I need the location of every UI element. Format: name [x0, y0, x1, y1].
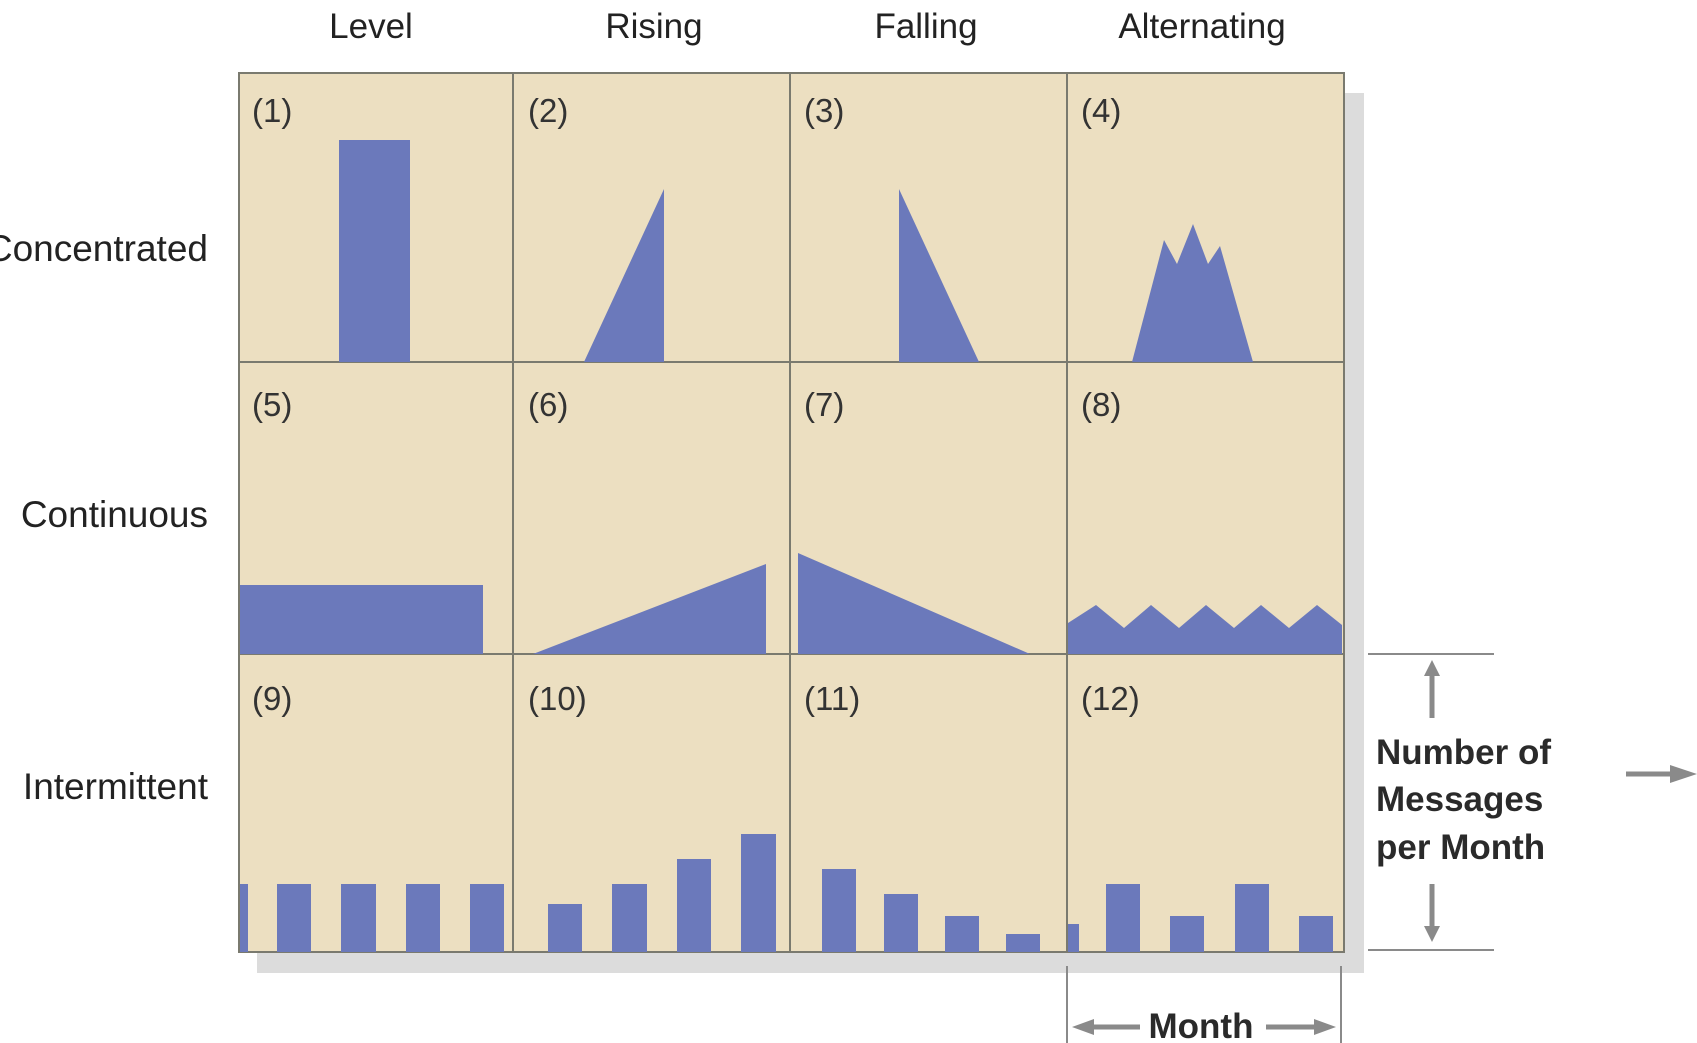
continuous-alternating-zigzag [1068, 605, 1342, 654]
concentrated-rising-triangle [584, 189, 664, 362]
intermittent-rising-bar [612, 884, 647, 952]
intermittent-level-bar [277, 884, 311, 952]
column-header-rising: Rising [605, 7, 702, 46]
x-axis-label: Month [1149, 1007, 1254, 1043]
edge-right-arrow [1626, 765, 1697, 783]
arrow-left-icon [1072, 1019, 1094, 1035]
row-header-intermittent: Intermittent [23, 766, 209, 807]
arrow-down-icon [1424, 926, 1440, 942]
cell-label-12: (12) [1081, 680, 1140, 717]
cell-label-11: (11) [804, 680, 860, 717]
concentrated-alternating-peaks [1132, 224, 1253, 362]
continuous-level-band [240, 585, 483, 654]
intermittent-level-bar [341, 884, 376, 952]
row-header-concentrated: Concentrated [0, 228, 208, 269]
intermittent-alternating-bar [1106, 884, 1140, 952]
x-axis-indicator: Month [1066, 966, 1342, 1043]
cell-label-6: (6) [528, 386, 568, 423]
concentrated-falling-triangle [899, 189, 979, 362]
cell-label-4: (4) [1081, 92, 1121, 129]
intermittent-level-bar [470, 884, 504, 952]
intermittent-falling-bar [1006, 934, 1040, 952]
y-axis-label-line2: Messages [1376, 780, 1543, 819]
cell-label-9: (9) [252, 680, 292, 717]
continuous-rising-wedge [533, 564, 766, 654]
intermittent-rising-bar [548, 904, 582, 952]
cell-label-3: (3) [804, 92, 844, 129]
y-axis-label-line3: per Month [1376, 828, 1545, 867]
y-axis-indicator: Number of Messages per Month [1368, 653, 1551, 951]
concentrated-level-block [339, 140, 410, 362]
intermittent-alternating-bar [1235, 884, 1269, 952]
intermittent-falling-bar [884, 894, 918, 952]
intermittent-falling-bar [945, 916, 979, 952]
column-header-alternating: Alternating [1118, 7, 1285, 46]
intermittent-rising-bar [677, 859, 711, 952]
intermittent-alternating-bar [1299, 916, 1333, 952]
column-header-falling: Falling [874, 7, 977, 46]
y-axis-label-line1: Number of [1376, 733, 1551, 772]
arrow-up-icon [1424, 660, 1440, 676]
arrow-right-icon [1670, 765, 1697, 783]
cell-label-8: (8) [1081, 386, 1121, 423]
intermittent-alternating-bar [1170, 916, 1204, 952]
intermittent-level-bar [406, 884, 440, 952]
intermittent-falling-bar [822, 869, 856, 952]
intermittent-alternating-bar [1068, 924, 1079, 952]
row-header-continuous: Continuous [21, 494, 208, 535]
arrow-right-icon [1314, 1019, 1336, 1035]
cell-8 [1066, 361, 1345, 655]
cell-label-7: (7) [804, 386, 844, 423]
cell-label-5: (5) [252, 386, 292, 423]
cell-label-10: (10) [528, 680, 587, 717]
cell-label-2: (2) [528, 92, 568, 129]
intermittent-level-bar [240, 884, 248, 952]
continuous-falling-wedge [798, 553, 1030, 654]
intermittent-rising-bar [741, 834, 776, 952]
cell-label-1: (1) [252, 92, 292, 129]
schedule-shapes [240, 140, 1342, 952]
column-header-level: Level [329, 7, 413, 46]
